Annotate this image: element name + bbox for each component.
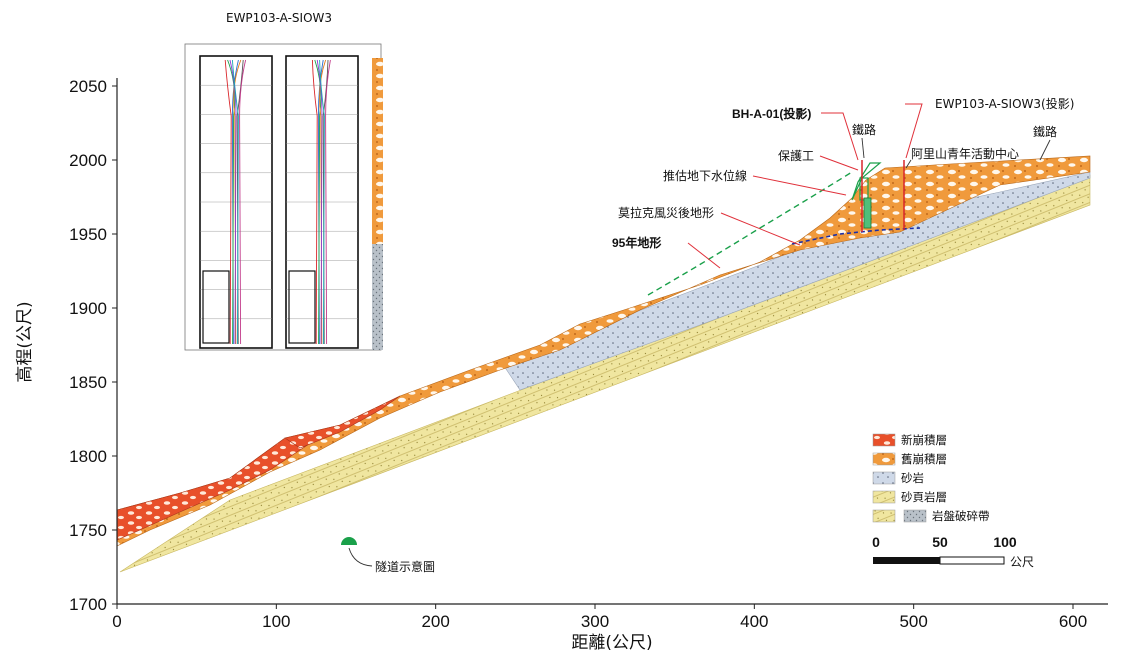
inset-panels [199, 55, 359, 349]
legend-label-new-colluvium: 新崩積層 [901, 433, 947, 447]
legend-swatch-sandy-shale-2 [872, 509, 896, 523]
sandstone-layer [499, 171, 1091, 391]
inset-panel [285, 55, 359, 349]
youth-center-label: 阿里山青年活動中心 [911, 146, 1019, 161]
groundwater-line [791, 227, 921, 245]
rail-left-leader [861, 137, 865, 159]
legend-label-old-colluvium: 舊崩積層 [901, 452, 947, 466]
ewp103-label: EWP103-A-SIOW3(投影) [935, 96, 1074, 111]
y-tick-label: 1950 [69, 225, 107, 244]
youth-center-leader [905, 159, 912, 169]
legend-label-fracture-zone: 岩盤破碎帶 [932, 509, 990, 523]
tunnel-marker: 隧道示意圖 [341, 537, 435, 574]
y-tick-label: 1750 [69, 521, 107, 540]
y-ticks: 1700 1750 1800 1850 1900 1950 2000 2050 [69, 77, 117, 614]
geologic-layers [116, 155, 1091, 573]
scale-unit: 公尺 [1010, 555, 1034, 569]
x-axis-label: 距離(公尺) [571, 633, 652, 653]
y-axis-label: 高程(公尺) [15, 301, 35, 382]
y-tick-label: 2000 [69, 151, 107, 170]
x-tick-label: 200 [421, 612, 449, 631]
legend-label-sandy-shale: 砂頁岩層 [901, 490, 947, 504]
old-colluvium-layer [116, 155, 1091, 547]
morakot-label: 莫拉克風災後地形 [618, 205, 714, 220]
topography-95-label: 95年地形 [612, 235, 661, 250]
protection-works [851, 162, 882, 229]
x-tick-label: 300 [581, 612, 609, 631]
protection-works-label: 保護工 [778, 148, 814, 163]
legend-swatch-sandstone [872, 471, 896, 485]
legend-swatch-fracture-zone [903, 509, 927, 523]
rail-right-leader [1039, 139, 1051, 161]
legend-swatch-old-colluvium [872, 452, 896, 466]
scale-bar: 0 50 100 公尺 [872, 534, 1034, 569]
bh-a-01-label: BH-A-01(投影) [732, 106, 811, 121]
morakot-topography-line [647, 171, 853, 296]
railway-label-left: 鐵路 [852, 122, 876, 137]
x-tick-label: 500 [899, 612, 927, 631]
railway-label-right: 鐵路 [1033, 124, 1057, 139]
y-tick-label: 1800 [69, 447, 107, 466]
tunnel-label: 隧道示意圖 [375, 559, 435, 574]
leader-lines [687, 103, 923, 269]
groundwater-label: 推估地下水位線 [663, 168, 747, 183]
scale-label-50: 50 [932, 534, 948, 550]
legend-swatch-new-colluvium [872, 433, 896, 447]
axes [116, 78, 1108, 605]
legend: 新崩積層 舊崩積層 砂岩 砂頁岩層 岩盤破碎帶 [872, 433, 990, 523]
legend-label-sandstone: 砂岩 [901, 471, 924, 485]
legend-swatch-sandy-shale [872, 490, 896, 504]
inset-title: EWP103-A-SIOW3 [226, 11, 332, 25]
x-tick-label: 100 [262, 612, 290, 631]
y-tick-label: 1700 [69, 595, 107, 614]
inclinometer-inset: EWP103-A-SIOW3 [184, 11, 383, 351]
x-tick-label: 400 [740, 612, 768, 631]
x-tick-label: 600 [1059, 612, 1087, 631]
inset-panel [199, 55, 273, 349]
new-colluvium-layer [284, 395, 401, 449]
new-colluvium-layer [116, 429, 331, 541]
y-tick-label: 2050 [69, 77, 107, 96]
y-tick-label: 1850 [69, 373, 107, 392]
y-tick-label: 1900 [69, 299, 107, 318]
scale-label-0: 0 [872, 534, 880, 550]
x-tick-label: 0 [112, 612, 121, 631]
x-ticks: 0 100 200 300 400 500 600 [112, 604, 1087, 631]
scale-label-100: 100 [993, 534, 1017, 550]
